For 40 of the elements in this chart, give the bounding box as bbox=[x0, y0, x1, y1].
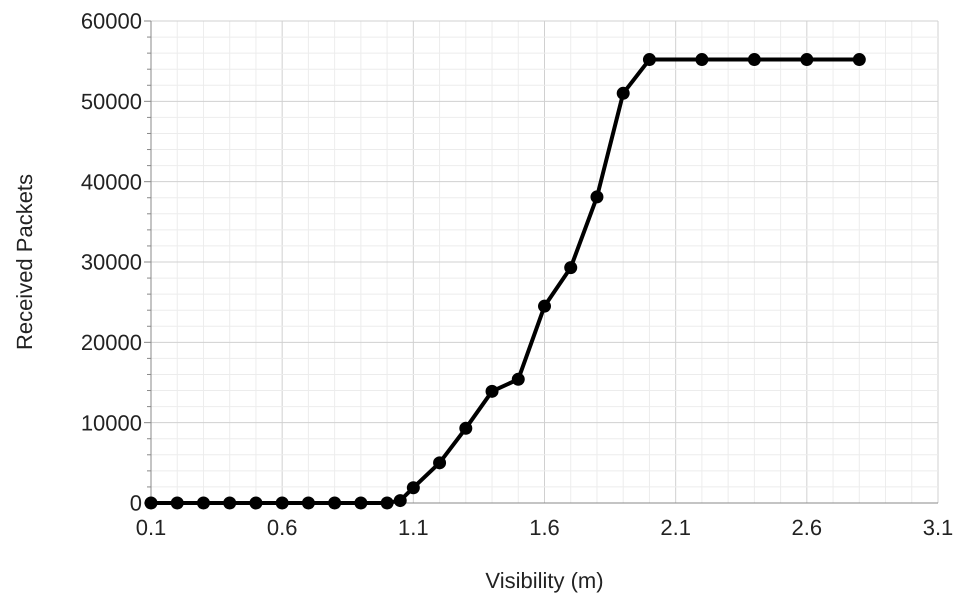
point bbox=[223, 496, 236, 510]
point bbox=[486, 384, 499, 398]
x-tick-label: 1.6 bbox=[529, 515, 560, 540]
x-axis-title: Visibility (m) bbox=[485, 568, 604, 593]
point bbox=[276, 496, 289, 510]
y-tick-label: 20000 bbox=[80, 330, 142, 356]
y-tick-label: 40000 bbox=[80, 169, 142, 194]
point bbox=[616, 86, 630, 100]
point bbox=[748, 53, 761, 66]
x-tick-label: 0.1 bbox=[136, 515, 166, 540]
point bbox=[170, 496, 184, 510]
point bbox=[380, 496, 394, 510]
point bbox=[394, 494, 407, 508]
point bbox=[800, 53, 814, 66]
y-tick-label: 10000 bbox=[80, 410, 142, 436]
point bbox=[328, 496, 342, 510]
point bbox=[642, 53, 656, 66]
x-tick-label: 2.1 bbox=[660, 515, 691, 540]
point bbox=[852, 53, 866, 66]
y-tick-label: 60000 bbox=[80, 8, 142, 34]
point bbox=[512, 372, 525, 386]
point bbox=[196, 496, 210, 510]
point bbox=[354, 496, 368, 510]
point bbox=[459, 422, 472, 435]
y-axis-title: Received Packets bbox=[12, 174, 37, 350]
point bbox=[302, 496, 315, 510]
y-tick-label: 50000 bbox=[80, 89, 142, 114]
point bbox=[564, 261, 578, 274]
point bbox=[695, 53, 708, 66]
point bbox=[406, 481, 420, 494]
y-tick-label: 30000 bbox=[80, 250, 142, 275]
x-tick-label: 1.1 bbox=[398, 515, 429, 540]
point bbox=[538, 300, 551, 313]
x-tick-label: 0.6 bbox=[266, 515, 298, 540]
x-tick-label: 3.1 bbox=[922, 515, 954, 540]
point bbox=[433, 456, 446, 470]
point bbox=[249, 496, 262, 510]
y-tick-label: 0 bbox=[130, 490, 142, 516]
x-tick-label: 2.6 bbox=[792, 515, 822, 540]
point bbox=[590, 190, 604, 204]
